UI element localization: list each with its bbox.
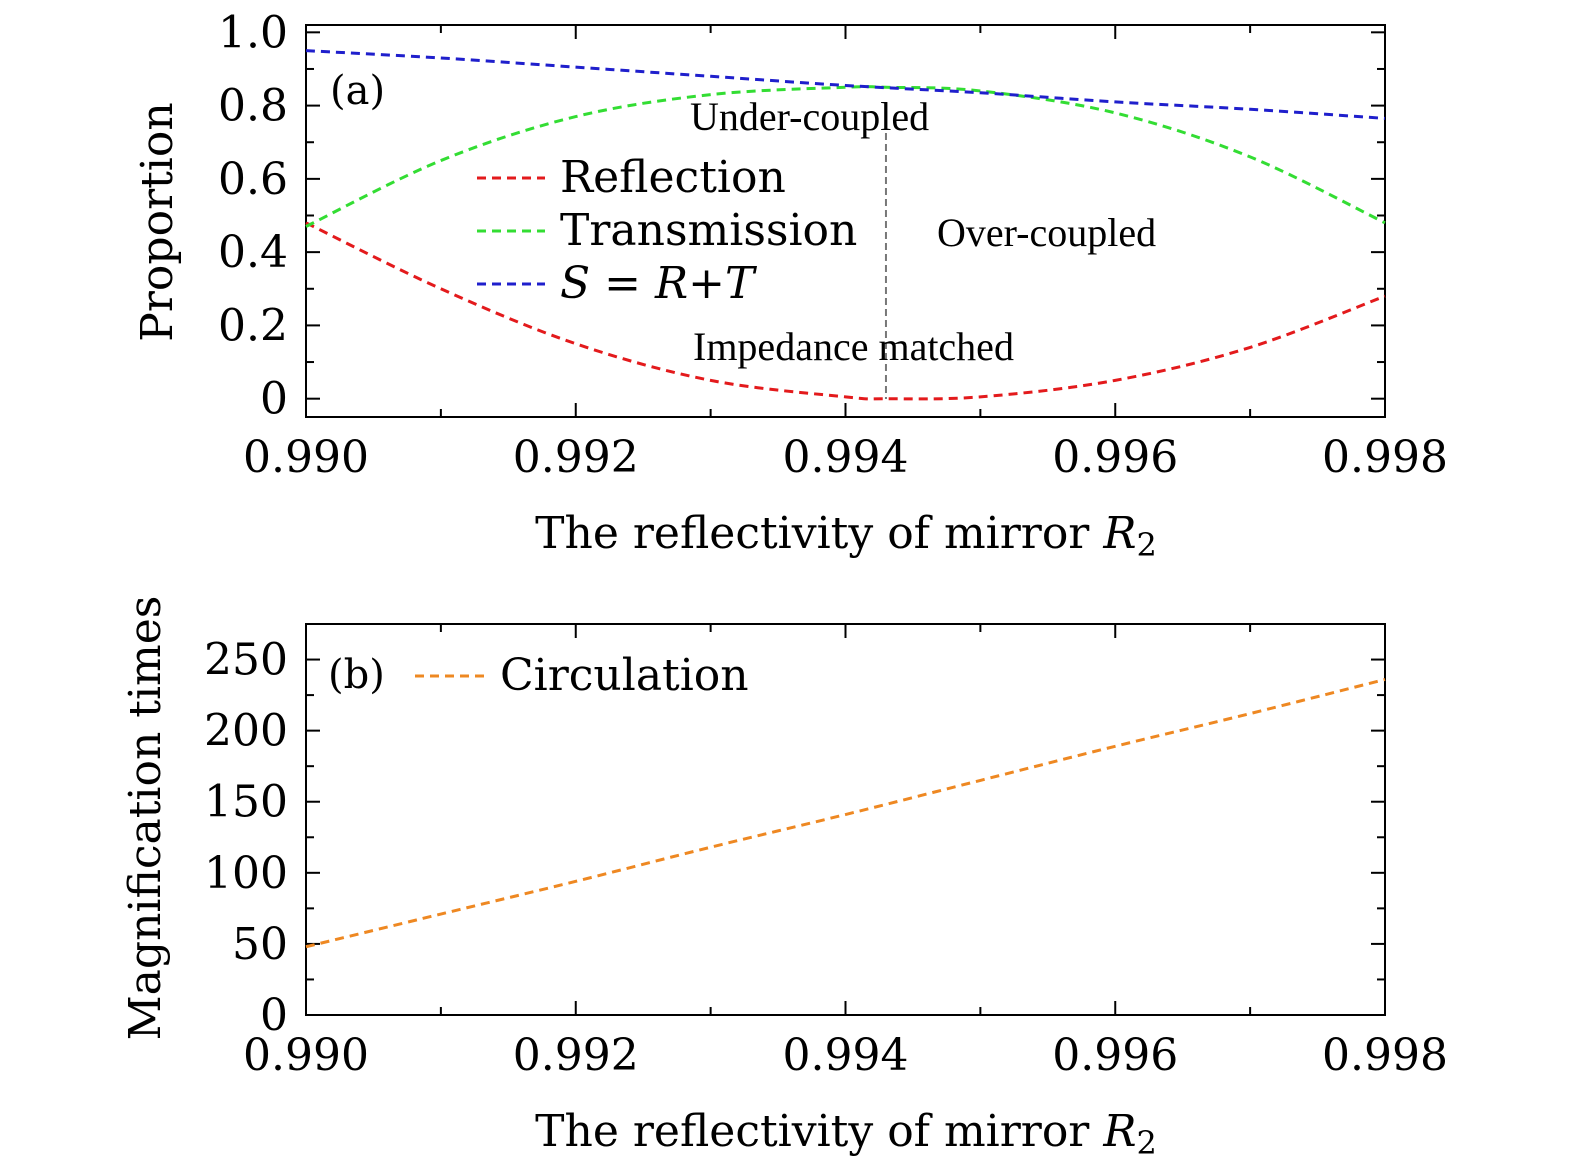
- series-s-r-t: [305, 49, 1386, 120]
- series-circulation: [305, 677, 1386, 949]
- panel-b-label: (b): [328, 652, 385, 698]
- panel-a-x-axis-label: The reflectivity of mirror R2: [535, 508, 1157, 564]
- y-tick-label: 50: [232, 919, 288, 970]
- panel-a-y-axis-label: Proportion: [132, 102, 183, 341]
- legend-label-s: S = R+T: [560, 258, 758, 309]
- y-tick-label: 0.6: [218, 154, 288, 205]
- x-tick-label: 0.990: [243, 432, 369, 483]
- y-tick-label: 1.0: [218, 7, 288, 58]
- panel-b: 0.990 0.992 0.994 0.996 0.998 0 50 100 150 200 25…: [120, 596, 1448, 1162]
- panel-a-x-ticks: 0.990 0.992 0.994 0.996 0.998: [243, 25, 1448, 483]
- panel-b-x-axis-label: The reflectivity of mirror R2: [535, 1106, 1157, 1162]
- panel-a-legend: Reflection Transmission S = R+T: [477, 152, 857, 309]
- y-tick-label: 0.4: [218, 227, 288, 278]
- panel-b-legend: Circulation: [415, 650, 749, 701]
- panel-b-series: [305, 677, 1386, 949]
- y-tick-label: 0.8: [218, 81, 288, 132]
- y-tick-label: 100: [204, 848, 288, 899]
- y-tick-label: 0: [260, 990, 288, 1041]
- x-tick-label: 0.994: [783, 1030, 909, 1081]
- x-tick-label: 0.992: [513, 432, 639, 483]
- x-tick-label: 0.992: [513, 1030, 639, 1081]
- annotation-under-coupled: Under-coupled: [690, 94, 929, 139]
- legend-label-circulation: Circulation: [500, 650, 749, 701]
- legend-label-reflection: Reflection: [560, 152, 786, 203]
- panel-a-y-ticks: 0 0.2 0.4 0.6 0.8 1.0: [218, 7, 1385, 425]
- x-tick-label: 0.990: [243, 1030, 369, 1081]
- panel-b-plot-frame: [305, 623, 1386, 1016]
- y-tick-label: 150: [204, 777, 288, 828]
- x-tick-label: 0.998: [1322, 432, 1448, 483]
- x-tick-label: 0.994: [783, 432, 909, 483]
- x-tick-label: 0.996: [1052, 432, 1178, 483]
- y-tick-label: 250: [204, 635, 288, 686]
- panel-b-x-ticks: 0.990 0.992 0.994 0.996 0.998: [243, 624, 1448, 1081]
- y-tick-label: 0.2: [218, 300, 288, 351]
- panel-a: 0.990 0.992 0.994 0.996 0.998 0 0.2 0.4 0.6 0.8 1…: [132, 7, 1448, 564]
- x-tick-label: 0.998: [1322, 1030, 1448, 1081]
- panel-b-y-ticks: 0 50 100 150 200 250: [204, 635, 1385, 1041]
- panel-a-label: (a): [330, 68, 385, 114]
- series-transmission: [305, 85, 1386, 228]
- panel-a-series: [305, 49, 1386, 401]
- y-tick-label: 200: [204, 706, 288, 757]
- series-reflection: [305, 221, 1386, 401]
- panel-b-y-axis-label: Magnification times: [120, 596, 171, 1041]
- annotation-impedance-matched: Impedance matched: [693, 324, 1014, 369]
- x-tick-label: 0.996: [1052, 1030, 1178, 1081]
- legend-label-transmission: Transmission: [560, 205, 857, 256]
- annotation-over-coupled: Over-coupled: [937, 210, 1156, 255]
- y-tick-label: 0: [260, 374, 288, 425]
